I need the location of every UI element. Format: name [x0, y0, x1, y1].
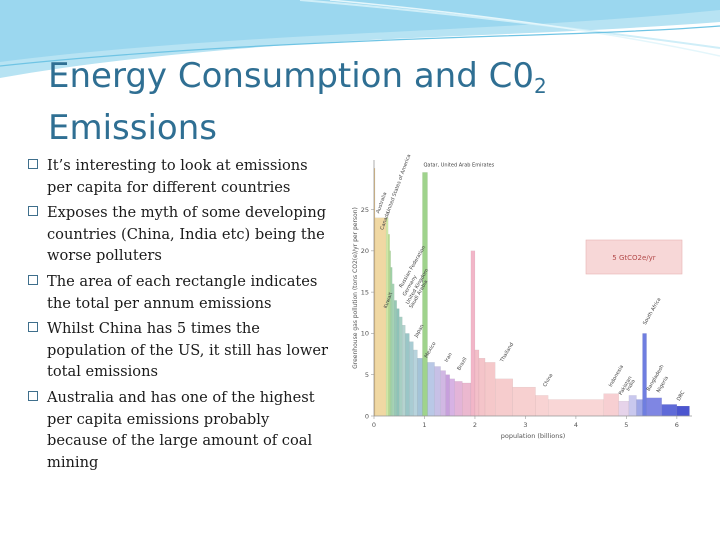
- y-tick-label: 0: [365, 412, 369, 420]
- bullet-item: Australia and has one of the highest per…: [28, 387, 328, 473]
- chart-bar: [494, 378, 513, 417]
- chart-bar: [427, 362, 435, 417]
- bullet-text: It’s interesting to look at emissions pe…: [47, 157, 308, 196]
- chart-bar: [484, 362, 496, 417]
- chart-bar: [417, 358, 423, 417]
- chart-bar: [642, 333, 647, 417]
- title-text: Energy Consumption and C0: [48, 56, 534, 96]
- chart-bar: [478, 358, 486, 417]
- x-tick-label: 5: [624, 421, 628, 429]
- chart-bar: [603, 393, 619, 417]
- chart-bar: [374, 217, 387, 417]
- chart-bar: [462, 382, 472, 417]
- x-tick-label: 2: [473, 421, 477, 429]
- chart-bar: [440, 370, 446, 417]
- country-label: Qatar, United Arab Emirates: [423, 163, 494, 169]
- bullet-box-icon: [28, 322, 38, 333]
- x-tick-label: 3: [523, 421, 527, 429]
- chart-bar: [385, 217, 389, 417]
- chart-axes: 0 1 2 3 4 5 6 0 5 10 15 20 25 population (billions) Gr…: [352, 160, 692, 440]
- title-line-1: Energy Consumption and C02: [48, 56, 547, 96]
- chart-bar: [535, 395, 549, 417]
- emissions-per-capita-chart: 0 1 2 3 4 5 6 0 5 10 15 20 25 population (billions) Gr…: [348, 150, 704, 446]
- scale-legend-label: 5 GtCO2e/yr: [612, 254, 656, 262]
- bullet-box-icon: [28, 159, 38, 169]
- chart-bar: [646, 397, 662, 417]
- bullet-item: Whilst China has 5 times the population …: [28, 318, 328, 383]
- bullet-text: Whilst China has 5 times the population …: [47, 320, 328, 381]
- bullet-text: The area of each rectangle indicates the…: [47, 272, 318, 312]
- chart-bar: [389, 250, 391, 417]
- bullet-item: The area of each rectangle indicates the…: [28, 271, 328, 314]
- slide-title: Energy Consumption and C02 Emissions: [48, 50, 668, 154]
- header-swoosh: [0, 0, 720, 78]
- chart-bar: [413, 349, 418, 417]
- y-tick-label: 15: [361, 288, 369, 296]
- country-label: India: [625, 379, 636, 393]
- chart-bar: [402, 325, 406, 417]
- chart-bar: [512, 386, 536, 417]
- chart-bar: [396, 308, 400, 417]
- chart-bar: [636, 399, 643, 417]
- chart-bar: [676, 405, 690, 417]
- chart-bar: [387, 234, 390, 417]
- chart-bar: [445, 374, 450, 417]
- chart-bar: [628, 395, 637, 417]
- bullet-item: Exposes the myth of some developing coun…: [28, 202, 328, 267]
- title-line-2: Emissions: [48, 108, 217, 148]
- country-label: Iran: [444, 352, 454, 363]
- chart-bar: [454, 381, 463, 417]
- x-axis-label: population (billions): [501, 432, 566, 440]
- x-tick-label: 6: [675, 421, 679, 429]
- chart-bar: [409, 341, 414, 417]
- bullet-box-icon: [28, 274, 38, 285]
- bullet-text: Australia and has one of the highest per…: [47, 388, 315, 471]
- country-label: DRC: [676, 390, 687, 403]
- country-label: Kuwait: [383, 292, 394, 310]
- chart-bar: [547, 399, 604, 417]
- bullet-list: It’s interesting to look at emissions pe…: [28, 155, 328, 477]
- y-axis-label: Greenhouse gas pollution (tons CO2(e)/yr…: [352, 207, 359, 369]
- x-tick-label: 1: [422, 421, 426, 429]
- bullet-box-icon: [28, 206, 38, 217]
- bullet-box-icon: [28, 390, 38, 401]
- x-tick-label: 4: [574, 421, 578, 429]
- title-subscript: 2: [533, 74, 547, 98]
- chart-bar: [399, 316, 403, 417]
- chart-bar: [449, 378, 455, 417]
- y-tick-label: 5: [365, 371, 369, 379]
- chart-bar: [394, 300, 397, 417]
- chart-bar: [661, 404, 678, 417]
- chart-bar: [470, 250, 476, 417]
- y-tick-label: 20: [361, 247, 369, 255]
- y-tick-label: 10: [361, 330, 369, 338]
- chart-bar: [405, 333, 410, 417]
- bullet-text: Exposes the myth of some developing coun…: [47, 204, 327, 265]
- chart-bar: [618, 400, 630, 417]
- chart-bar: [392, 283, 395, 417]
- chart-bar: [434, 366, 441, 417]
- bullet-item: It’s interesting to look at emissions pe…: [28, 155, 328, 198]
- x-tick-label: 0: [372, 421, 376, 429]
- scale-legend-box: [585, 239, 683, 275]
- chart-bar: [390, 267, 393, 417]
- chart-bar: [474, 349, 480, 417]
- chart-bar: [422, 172, 428, 417]
- y-tick-label: 25: [361, 206, 369, 214]
